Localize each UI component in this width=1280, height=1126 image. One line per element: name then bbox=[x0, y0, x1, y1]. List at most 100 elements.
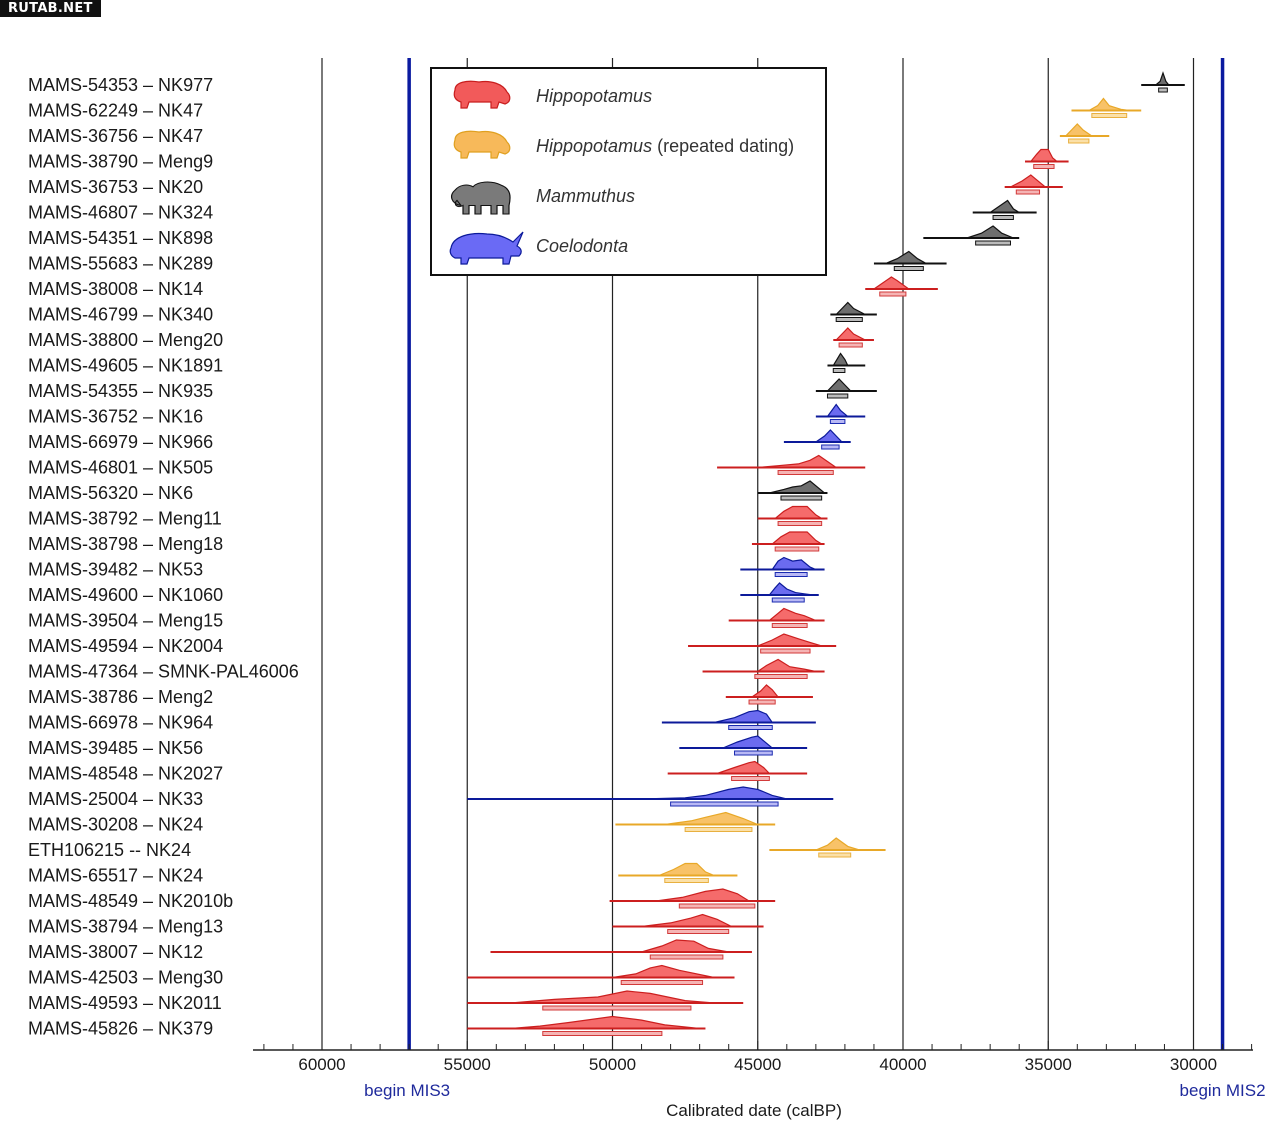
probability-distribution bbox=[716, 760, 771, 775]
ci95-bar bbox=[760, 648, 811, 654]
date-row bbox=[769, 837, 886, 858]
probability-distribution bbox=[767, 607, 817, 622]
x-tick-label: 40000 bbox=[879, 1055, 926, 1074]
date-row bbox=[815, 378, 877, 399]
row-label: MAMS-65517 – NK24 bbox=[28, 866, 203, 886]
ci95-bar bbox=[734, 750, 773, 756]
date-row bbox=[865, 276, 938, 297]
ci95-bar bbox=[620, 980, 704, 985]
row-label: MAMS-46799 – NK340 bbox=[28, 305, 213, 325]
mis-marker-label: begin MIS2 bbox=[1180, 1081, 1266, 1100]
ci95-bar bbox=[678, 903, 756, 909]
date-row bbox=[618, 862, 738, 883]
date-row bbox=[702, 658, 825, 679]
date-row bbox=[688, 633, 837, 654]
row-label: MAMS-56320 – NK6 bbox=[28, 483, 193, 503]
probability-distribution bbox=[722, 735, 774, 749]
probability-distribution bbox=[771, 556, 817, 571]
ci95-bar bbox=[777, 470, 834, 475]
probability-distribution bbox=[658, 862, 715, 877]
legend-label: Hippopotamus bbox=[536, 86, 652, 106]
row-label: MAMS-54351 – NK898 bbox=[28, 228, 213, 248]
mis-marker-label: begin MIS3 bbox=[364, 1081, 450, 1100]
probability-distribution bbox=[641, 939, 729, 953]
x-tick-label: 35000 bbox=[1025, 1055, 1072, 1074]
ci95-bar bbox=[832, 368, 846, 373]
row-label: MAMS-42503 – Meng30 bbox=[28, 968, 223, 988]
row-label: MAMS-46807 – NK324 bbox=[28, 203, 213, 223]
date-row bbox=[609, 888, 776, 909]
probability-distribution bbox=[966, 225, 1014, 239]
probability-distribution bbox=[664, 811, 758, 826]
probability-distribution bbox=[1154, 71, 1171, 86]
date-row bbox=[873, 250, 947, 271]
probability-distribution bbox=[757, 454, 839, 469]
date-row bbox=[827, 352, 866, 373]
probability-distribution bbox=[834, 301, 866, 316]
x-axis-title: Calibrated date (calBP) bbox=[666, 1101, 842, 1120]
ci95-bar bbox=[670, 801, 779, 807]
ci95-bar bbox=[774, 572, 808, 577]
x-tick-label: 50000 bbox=[589, 1055, 636, 1074]
row-label: MAMS-39504 – Meng15 bbox=[28, 611, 223, 631]
watermark: RUTAB.NET bbox=[0, 0, 101, 17]
date-row bbox=[751, 531, 825, 552]
probability-distribution bbox=[1029, 148, 1059, 163]
ci95-bar bbox=[731, 776, 770, 781]
ci95-bar bbox=[1091, 113, 1128, 118]
date-row bbox=[740, 582, 819, 603]
row-label: MAMS-38792 – Meng11 bbox=[28, 509, 222, 529]
row-label: MAMS-39482 – NK53 bbox=[28, 560, 203, 580]
row-label: MAMS-38008 – NK14 bbox=[28, 279, 203, 299]
date-row bbox=[923, 225, 1020, 246]
row-label: MAMS-38798 – Meng18 bbox=[28, 534, 223, 554]
row-label: MAMS-45826 – NK379 bbox=[28, 1019, 213, 1039]
x-tick-label: 30000 bbox=[1170, 1055, 1217, 1074]
date-row bbox=[740, 556, 825, 577]
probability-distribution bbox=[988, 199, 1022, 214]
ci95-bar bbox=[649, 954, 724, 960]
date-row bbox=[615, 811, 776, 832]
ci95-bar bbox=[667, 929, 730, 934]
probability-distribution bbox=[815, 837, 860, 851]
probability-distribution bbox=[510, 1015, 700, 1030]
ci95-bar bbox=[818, 852, 852, 858]
x-tick-label: 60000 bbox=[298, 1055, 345, 1074]
ci95-bar bbox=[1158, 87, 1168, 93]
date-row bbox=[728, 607, 825, 628]
ci95-bar bbox=[1033, 164, 1055, 169]
row-label: MAMS-25004 – NK33 bbox=[28, 789, 203, 809]
ci95-bar bbox=[992, 215, 1014, 220]
probability-distribution bbox=[885, 250, 927, 265]
row-label: MAMS-48548 – NK2027 bbox=[28, 764, 223, 784]
row-label: MAMS-36752 – NK16 bbox=[28, 407, 203, 427]
probability-distribution bbox=[826, 378, 853, 392]
row-label: MAMS-38790 – Meng9 bbox=[28, 152, 213, 172]
date-row bbox=[757, 480, 828, 501]
date-row bbox=[972, 199, 1037, 220]
ci95-bar bbox=[1015, 189, 1041, 195]
date-row bbox=[725, 684, 813, 705]
probability-distribution bbox=[755, 658, 816, 673]
date-row bbox=[467, 964, 735, 985]
date-row bbox=[467, 786, 834, 807]
date-row bbox=[490, 939, 752, 960]
ci95-bar bbox=[728, 725, 773, 730]
probability-distribution bbox=[714, 709, 774, 724]
x-axis: 60000 55000 50000 45000 40000 35000 30000 bbox=[253, 1041, 1253, 1074]
date-row bbox=[667, 760, 808, 781]
ci95-bar bbox=[975, 240, 1011, 246]
date-row bbox=[757, 505, 828, 526]
ci95-bar bbox=[684, 827, 753, 832]
row-label: MAMS-38800 – Meng20 bbox=[28, 330, 223, 350]
ci95-bar bbox=[835, 317, 863, 322]
probability-distribution bbox=[641, 913, 732, 928]
mammoth-icon bbox=[451, 181, 511, 215]
row-labels: MAMS-54353 – NK977 MAMS-62249 – NK47 MAMS-… bbox=[28, 75, 299, 1039]
ci95-bar bbox=[754, 674, 808, 679]
row-label: MAMS-38786 – Meng2 bbox=[28, 687, 213, 707]
row-label: MAMS-54355 – NK935 bbox=[28, 381, 213, 401]
row-label: MAMS-48549 – NK2010b bbox=[28, 891, 233, 911]
date-row bbox=[815, 403, 866, 424]
